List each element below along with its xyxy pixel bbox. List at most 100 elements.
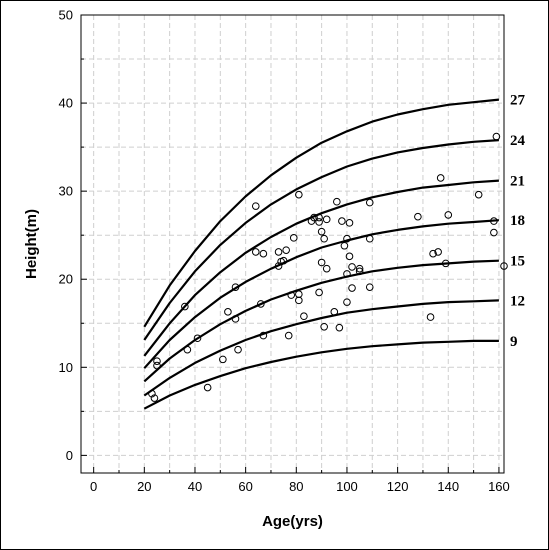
data-point <box>322 215 331 224</box>
axis-ticks: 0 20 40 60 80 100 120 140 160 0 10 20 30 40 50 <box>59 8 510 495</box>
data-point <box>474 190 483 199</box>
grid <box>81 14 504 473</box>
data-point <box>153 361 161 370</box>
data-point <box>320 322 328 331</box>
data-point <box>231 315 240 323</box>
site-index-curve-15 <box>143 259 499 383</box>
data-point <box>355 264 364 273</box>
x-axis-title: Age(yrs) <box>262 513 323 530</box>
x-tick-label: 60 <box>238 479 252 494</box>
site-index-curve-27 <box>143 98 500 328</box>
data-point <box>274 262 283 270</box>
data-point <box>282 246 290 254</box>
y-tick-label: 0 <box>66 448 73 463</box>
data-point <box>444 211 453 219</box>
data-point <box>317 227 326 236</box>
curve-label-27: 27 <box>510 93 526 109</box>
x-tick-label: 100 <box>336 479 358 494</box>
data-point <box>148 389 156 398</box>
curve-label-21: 21 <box>510 174 525 190</box>
curve-label-24: 24 <box>510 133 526 149</box>
data-point <box>343 298 351 306</box>
data-point <box>490 228 498 237</box>
site-index-curve-12 <box>143 299 499 397</box>
data-point <box>153 357 161 365</box>
data-point <box>183 345 192 354</box>
observations <box>148 132 508 402</box>
y-tick-label: 20 <box>59 272 73 287</box>
data-point <box>317 258 326 267</box>
x-tick-label: 20 <box>137 479 151 494</box>
curve-label-15: 15 <box>510 254 525 270</box>
curve-label-9: 9 <box>510 334 518 350</box>
data-point <box>150 394 159 402</box>
x-tick-label: 120 <box>387 479 409 494</box>
data-point <box>279 256 288 265</box>
data-point <box>315 288 323 297</box>
data-point <box>436 174 445 182</box>
data-point <box>300 312 308 321</box>
plot-area <box>80 14 505 474</box>
y-tick-label: 10 <box>59 360 73 375</box>
site-index-curve-18 <box>143 219 499 369</box>
data-point <box>251 248 260 256</box>
curve-label-18: 18 <box>510 213 525 229</box>
data-point <box>181 302 189 311</box>
data-point <box>259 331 268 340</box>
data-point <box>219 355 227 364</box>
site-index-curve-9 <box>143 339 499 410</box>
data-point <box>345 252 354 261</box>
data-point <box>343 270 351 278</box>
data-point <box>348 263 356 271</box>
data-point <box>340 241 349 250</box>
data-point <box>287 291 296 299</box>
data-point <box>295 296 303 305</box>
data-point <box>193 334 202 343</box>
data-point <box>284 331 293 340</box>
data-point <box>414 212 422 221</box>
data-point <box>295 290 303 299</box>
data-point <box>345 219 354 227</box>
curve-label-12: 12 <box>510 293 525 309</box>
y-tick-label: 40 <box>59 96 73 111</box>
x-tick-label: 80 <box>289 479 303 494</box>
data-point <box>234 345 242 354</box>
data-point <box>365 198 374 207</box>
data-point <box>338 217 346 225</box>
data-point <box>274 248 283 256</box>
data-point <box>365 283 374 291</box>
data-point <box>441 259 450 268</box>
data-point <box>259 249 268 258</box>
y-axis-title: Height(m) <box>23 209 40 279</box>
y-tick-label: 30 <box>59 184 73 199</box>
data-point <box>426 313 435 321</box>
data-point <box>348 284 356 292</box>
data-point <box>322 264 331 273</box>
x-tick-label: 40 <box>188 479 202 494</box>
site-index-curve-24 <box>143 139 499 341</box>
data-point <box>203 383 212 392</box>
data-point <box>335 323 344 332</box>
data-point <box>434 248 442 256</box>
data-point <box>257 300 265 308</box>
site-index-curves <box>143 98 500 410</box>
site-index-curve-21 <box>143 179 499 357</box>
data-point <box>333 197 341 206</box>
curve-labels: 27 24 21 18 15 12 9 <box>510 93 526 350</box>
x-tick-label: 160 <box>488 479 510 494</box>
x-tick-label: 0 <box>90 479 97 494</box>
data-point <box>429 249 437 258</box>
data-point <box>315 218 323 226</box>
data-point <box>500 262 508 270</box>
data-point <box>295 190 303 199</box>
data-point <box>251 202 260 210</box>
data-point <box>355 267 364 276</box>
data-point <box>315 213 323 222</box>
data-point <box>343 234 351 243</box>
data-point <box>224 308 232 316</box>
data-point <box>330 308 339 316</box>
data-point <box>310 213 318 222</box>
data-point <box>289 234 298 242</box>
y-tick-label: 50 <box>59 8 73 23</box>
